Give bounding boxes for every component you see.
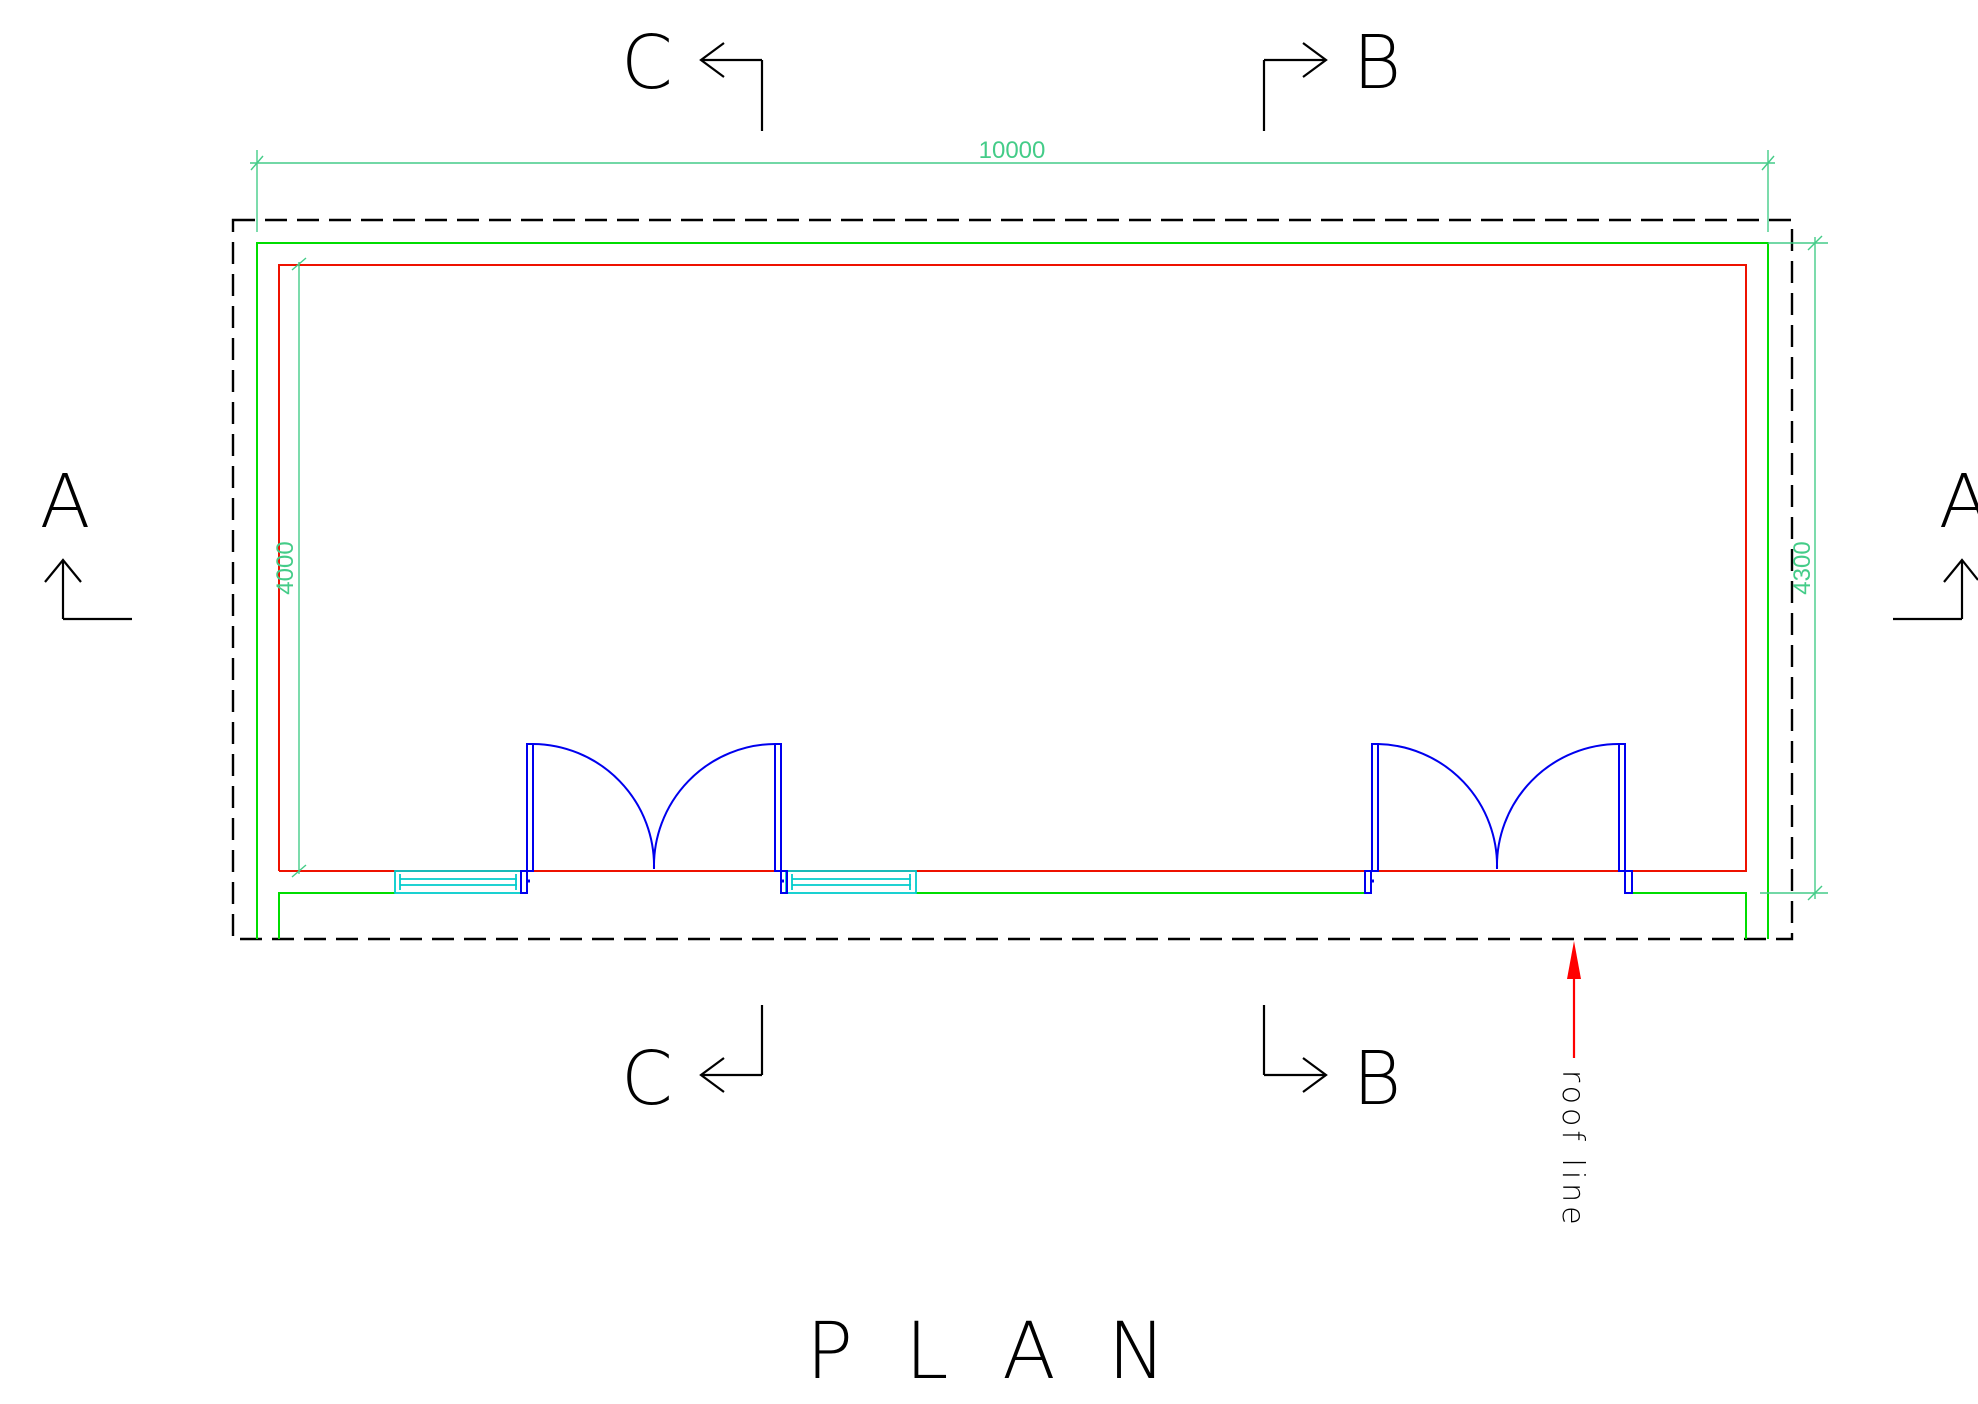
drawing-title: PLAN — [806, 1307, 1218, 1397]
section-label-c-top: C — [621, 20, 673, 106]
section-arrow-a-right — [1893, 558, 1978, 621]
dimension-outer-width — [1760, 235, 1828, 901]
outer-wall — [256, 242, 1769, 939]
roof-line-outline — [231, 218, 1794, 941]
section-label-c-bottom: C — [621, 1036, 673, 1122]
section-arrow-b-top — [1262, 42, 1328, 131]
dimension-outer-width-label: 4300 — [1789, 541, 1816, 594]
window-middle — [785, 870, 917, 894]
section-arrow-c-bottom — [699, 1005, 764, 1093]
section-arrow-c-top — [699, 42, 764, 131]
dimension-length — [250, 150, 1775, 232]
section-arrow-b-bottom — [1262, 1005, 1328, 1093]
double-door-right — [1364, 743, 1633, 894]
dimension-inner-width — [291, 257, 307, 878]
section-arrow-a-left — [44, 558, 132, 621]
section-label-a-right: A — [1939, 459, 1978, 545]
dimension-inner-width-label: 4000 — [272, 541, 299, 594]
inner-wall — [278, 264, 1747, 872]
double-door-left — [520, 743, 788, 894]
window-left — [394, 870, 522, 894]
dimension-length-label: 10000 — [979, 137, 1046, 164]
section-label-b-bottom: B — [1353, 1036, 1401, 1122]
roof-line-label: roof line — [1555, 1070, 1590, 1229]
section-label-b-top: B — [1353, 20, 1401, 106]
roof-line-arrow — [1567, 941, 1581, 1058]
section-label-a-left: A — [40, 459, 91, 545]
